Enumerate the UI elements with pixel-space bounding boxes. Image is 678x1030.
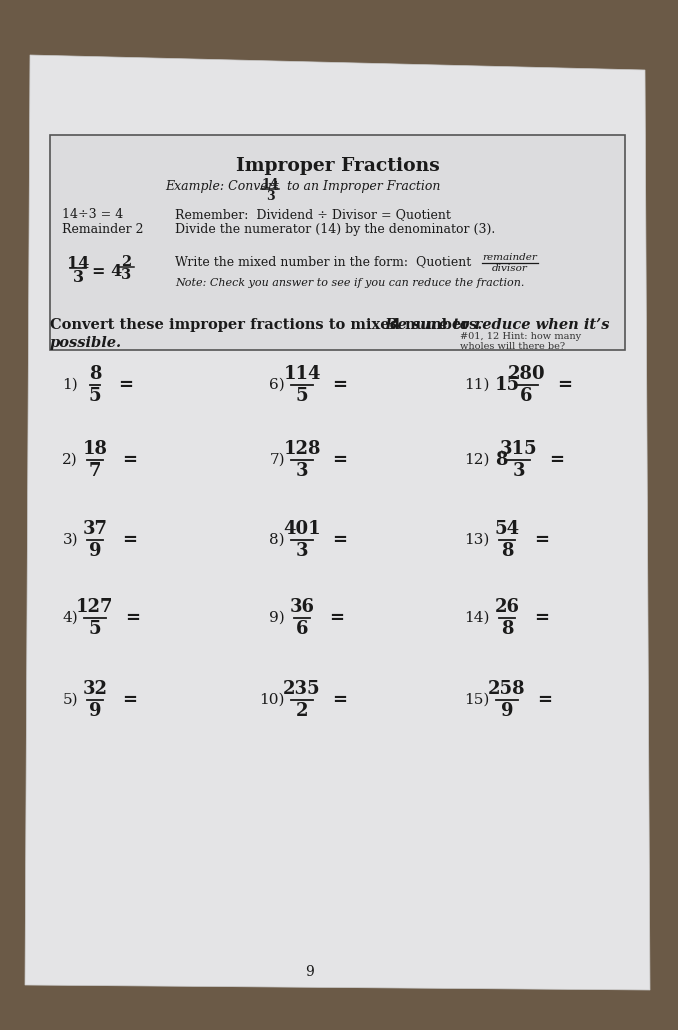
Text: 6: 6 xyxy=(520,387,533,405)
Polygon shape xyxy=(25,55,650,990)
Text: 6: 6 xyxy=(296,620,308,638)
Text: Remember:  Dividend ÷ Divisor = Quotient: Remember: Dividend ÷ Divisor = Quotient xyxy=(175,208,451,221)
Text: Example: Convert: Example: Convert xyxy=(165,180,279,193)
FancyBboxPatch shape xyxy=(50,135,625,350)
Text: 280: 280 xyxy=(508,365,545,383)
Text: 2): 2) xyxy=(62,453,78,467)
Text: 9: 9 xyxy=(501,702,513,720)
Text: 127: 127 xyxy=(76,598,114,616)
Text: 1): 1) xyxy=(62,378,78,392)
Text: 10): 10) xyxy=(260,693,285,707)
Text: =: = xyxy=(122,691,137,709)
Text: 26: 26 xyxy=(494,598,519,616)
Text: 6): 6) xyxy=(269,378,285,392)
Text: =: = xyxy=(329,609,344,627)
Text: =: = xyxy=(122,451,137,469)
Text: 15: 15 xyxy=(495,376,520,394)
Text: =: = xyxy=(332,451,348,469)
Text: 5): 5) xyxy=(62,693,78,707)
Text: 14: 14 xyxy=(261,178,279,191)
Text: 8: 8 xyxy=(501,542,513,560)
Text: Improper Fractions: Improper Fractions xyxy=(236,157,440,175)
Text: 7: 7 xyxy=(89,462,101,480)
Text: Remainder 2: Remainder 2 xyxy=(62,224,144,236)
Text: 4): 4) xyxy=(62,611,78,625)
Text: 5: 5 xyxy=(296,387,308,405)
Text: Convert these improper fractions to mixed numbers.: Convert these improper fractions to mixe… xyxy=(50,318,482,332)
Text: #01, 12 Hint: how many
wholes will there be?: #01, 12 Hint: how many wholes will there… xyxy=(460,332,581,351)
Text: Divide the numerator (14) by the denominator (3).: Divide the numerator (14) by the denomin… xyxy=(175,224,495,236)
Text: 3: 3 xyxy=(296,542,308,560)
Text: 11): 11) xyxy=(464,378,490,392)
Text: 8: 8 xyxy=(89,365,101,383)
Text: 9): 9) xyxy=(269,611,285,625)
Text: 258: 258 xyxy=(488,680,526,698)
Text: 8: 8 xyxy=(495,451,508,469)
Text: =: = xyxy=(534,531,549,549)
Text: =: = xyxy=(332,691,348,709)
Text: =: = xyxy=(534,609,549,627)
Text: 12): 12) xyxy=(464,453,490,467)
Text: 36: 36 xyxy=(290,598,315,616)
Text: divisor: divisor xyxy=(492,264,528,273)
Text: 3: 3 xyxy=(266,190,275,203)
Text: Note: Check you answer to see if you can reduce the fraction.: Note: Check you answer to see if you can… xyxy=(175,278,524,288)
Text: 2: 2 xyxy=(121,255,131,269)
Text: 235: 235 xyxy=(283,680,321,698)
Text: 9: 9 xyxy=(89,702,101,720)
Text: 13): 13) xyxy=(464,533,490,547)
Text: 8): 8) xyxy=(269,533,285,547)
Text: 5: 5 xyxy=(89,387,101,405)
Text: 3: 3 xyxy=(73,269,83,286)
Text: 14): 14) xyxy=(464,611,490,625)
Text: 3: 3 xyxy=(121,268,131,282)
Text: 3: 3 xyxy=(513,462,525,480)
Text: 9: 9 xyxy=(89,542,101,560)
Text: =: = xyxy=(549,451,564,469)
Text: 3): 3) xyxy=(62,533,78,547)
Text: = 4: = 4 xyxy=(92,263,122,280)
Text: 54: 54 xyxy=(494,520,519,538)
Text: 15): 15) xyxy=(464,693,490,707)
Text: to an Improper Fraction: to an Improper Fraction xyxy=(287,180,441,193)
Text: 8: 8 xyxy=(501,620,513,638)
Text: =: = xyxy=(119,376,134,394)
Text: Be sure to reduce when it’s: Be sure to reduce when it’s xyxy=(380,318,610,332)
Text: 14÷3 = 4: 14÷3 = 4 xyxy=(62,208,123,221)
Text: 114: 114 xyxy=(283,365,321,383)
Text: 7): 7) xyxy=(269,453,285,467)
Text: 37: 37 xyxy=(83,520,108,538)
Text: =: = xyxy=(332,531,348,549)
Text: 3: 3 xyxy=(296,462,308,480)
Text: 128: 128 xyxy=(283,440,321,458)
Text: =: = xyxy=(122,531,137,549)
Text: =: = xyxy=(125,609,140,627)
Text: =: = xyxy=(332,376,348,394)
Text: 32: 32 xyxy=(83,680,108,698)
Text: =: = xyxy=(557,376,572,394)
Text: 5: 5 xyxy=(89,620,101,638)
Text: 2: 2 xyxy=(296,702,308,720)
Text: Write the mixed number in the form:  Quotient: Write the mixed number in the form: Quot… xyxy=(175,255,471,268)
Text: 9: 9 xyxy=(306,965,315,978)
Text: 315: 315 xyxy=(500,440,538,458)
Text: 14: 14 xyxy=(67,255,89,272)
Text: possible.: possible. xyxy=(50,336,122,350)
Text: =: = xyxy=(538,691,553,709)
Text: remainder: remainder xyxy=(483,253,538,262)
Text: 401: 401 xyxy=(283,520,321,538)
Text: 18: 18 xyxy=(83,440,108,458)
